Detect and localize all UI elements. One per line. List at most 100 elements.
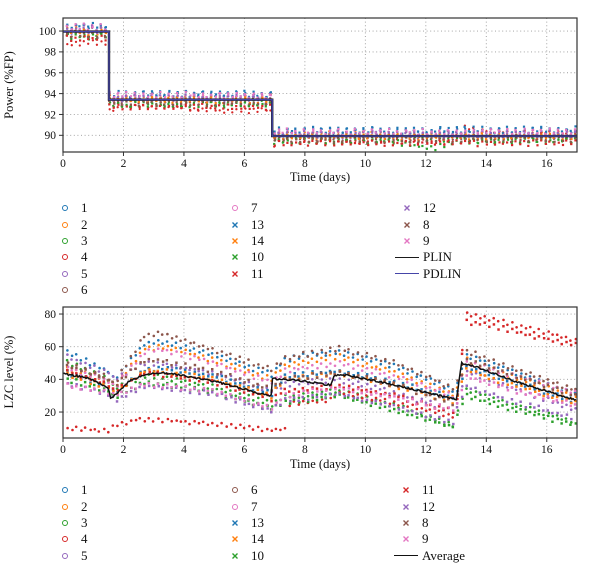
legend-label: 6 [251, 482, 258, 498]
circle-marker-icon [222, 205, 248, 212]
power-legend-column-2: 7 13 14 10 11 [222, 200, 264, 282]
circle-marker-icon [52, 487, 78, 494]
svg-text:0: 0 [60, 444, 66, 456]
x-marker-icon [393, 503, 419, 511]
circle-marker-icon [52, 205, 78, 212]
power-legend-item-2: 2 [52, 216, 88, 232]
line-marker-icon [394, 256, 420, 258]
lzc-legend-item-14: 14 [222, 531, 264, 547]
legend-label: 1 [81, 482, 88, 498]
legend-label: 4 [81, 249, 88, 265]
legend-label: 3 [81, 514, 88, 530]
legend-label: 5 [81, 547, 88, 563]
x-marker-icon [222, 221, 248, 229]
legend-label: PDLIN [423, 265, 462, 281]
circle-marker-icon [52, 519, 78, 526]
svg-text:4: 4 [181, 158, 187, 170]
legend-label: 12 [423, 200, 436, 216]
power-legend-column-3: 12 8 9 PLIN PDLIN [394, 200, 461, 282]
circle-marker-icon [52, 221, 78, 228]
svg-text:96: 96 [45, 68, 57, 80]
x-marker-icon [394, 237, 420, 245]
legend-label: 4 [81, 531, 88, 547]
power-legend-item-7: 7 [222, 200, 264, 216]
x-marker-icon [222, 535, 248, 543]
svg-text:90: 90 [45, 130, 57, 142]
lzc-legend-column-2: 6 7 13 14 10 [222, 482, 264, 564]
circle-marker-icon [222, 503, 248, 510]
legend-label: 8 [423, 216, 430, 232]
power-chart-legend: 1 2 3 4 5 6 7 13 14 10 11 12 8 9 PLIN PDLIN [0, 200, 600, 297]
circle-marker-icon [52, 287, 78, 294]
svg-text:16: 16 [541, 158, 553, 170]
legend-label: 9 [422, 531, 429, 547]
legend-label: 8 [422, 514, 429, 530]
x-marker-icon [393, 519, 419, 527]
lzc-legend-item-1: 1 [52, 482, 88, 498]
circle-marker-icon [52, 254, 78, 261]
legend-label: Average [422, 547, 466, 563]
lzc-chart: 0 2 4 6 8 10 12 14 16 20 40 60 80 Time (days) LZC le… [2, 306, 578, 471]
svg-text:92: 92 [45, 109, 57, 121]
line-marker-icon [393, 555, 419, 557]
circle-marker-icon [52, 503, 78, 510]
legend-label: 2 [81, 498, 88, 514]
circle-marker-icon [52, 536, 78, 543]
x-marker-icon [393, 486, 419, 494]
power-legend-item-9: 9 [394, 233, 461, 249]
x-marker-icon [393, 535, 419, 543]
lzc-legend-item-3: 3 [52, 515, 88, 531]
svg-text:8: 8 [302, 158, 308, 170]
power-legend-item-8: 8 [394, 216, 461, 232]
legend-label: 13 [251, 216, 264, 232]
svg-text:12: 12 [420, 444, 432, 456]
svg-text:10: 10 [360, 158, 372, 170]
power-chart: 0 2 4 6 8 10 12 14 16 90 92 94 96 98 100 Time (days) P… [2, 17, 578, 184]
svg-text:0: 0 [60, 158, 66, 170]
lzc-legend-item-average: Average [393, 548, 465, 564]
lzc-legend-item-6: 6 [222, 482, 264, 498]
svg-text:6: 6 [242, 444, 248, 456]
legend-label: 14 [251, 531, 264, 547]
svg-text:2: 2 [121, 158, 127, 170]
legend-label: 11 [422, 482, 435, 498]
lzc-legend-item-11: 11 [393, 482, 465, 498]
x-marker-icon [394, 221, 420, 229]
lzc-legend-item-2: 2 [52, 498, 88, 514]
lzc-legend-item-8: 8 [393, 515, 465, 531]
svg-text:94: 94 [45, 88, 57, 100]
legend-label: 2 [81, 216, 88, 232]
legend-label: 12 [422, 498, 435, 514]
svg-text:20: 20 [45, 407, 57, 419]
power-legend-item-12: 12 [394, 200, 461, 216]
power-legend-item-plin: PLIN [394, 249, 461, 265]
legend-label: 5 [81, 265, 88, 281]
svg-text:14: 14 [481, 444, 493, 456]
power-legend-item-4: 4 [52, 249, 88, 265]
svg-text:16: 16 [541, 444, 553, 456]
circle-marker-icon [52, 552, 78, 559]
lzc-legend-item-5: 5 [52, 548, 88, 564]
power-legend-item-3: 3 [52, 233, 88, 249]
svg-text:10: 10 [360, 444, 372, 456]
power-legend-item-13: 13 [222, 216, 264, 232]
svg-text:4: 4 [181, 444, 187, 456]
line-marker-icon [394, 273, 420, 275]
svg-text:8: 8 [302, 444, 308, 456]
power-legend-item-1: 1 [52, 200, 88, 216]
power-legend-item-5: 5 [52, 266, 88, 282]
x-marker-icon [222, 253, 248, 261]
svg-text:98: 98 [45, 47, 57, 59]
power-xaxis-title: Time (days) [290, 170, 350, 184]
power-plot-area: 0 2 4 6 8 10 12 14 16 90 92 94 96 98 100 [39, 17, 578, 170]
x-marker-icon [222, 552, 248, 560]
power-legend-item-pdlin: PDLIN [394, 266, 461, 282]
lzc-legend-item-13: 13 [222, 515, 264, 531]
legend-label: 13 [251, 514, 264, 530]
legend-label: 11 [251, 265, 264, 281]
svg-text:6: 6 [242, 158, 248, 170]
svg-text:100: 100 [39, 26, 57, 38]
